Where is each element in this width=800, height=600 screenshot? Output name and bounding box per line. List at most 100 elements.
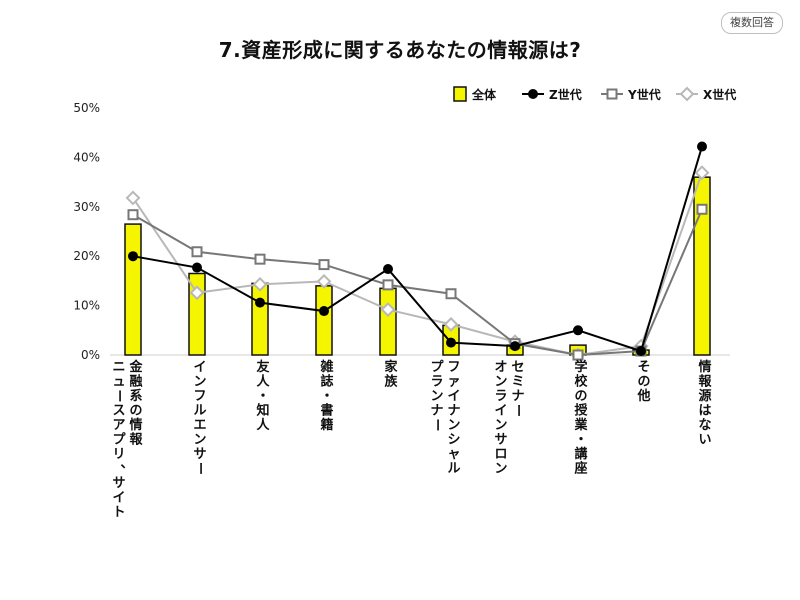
point-Y世代 [254, 253, 266, 265]
x-category-char: は [698, 404, 711, 419]
x-category-char: ナ [511, 389, 524, 404]
x-category-char: い [698, 433, 711, 448]
bar-全体 [315, 285, 333, 356]
x-category-char: 他 [636, 388, 650, 404]
x-category-char: プ [430, 360, 444, 375]
legend-marker [679, 86, 695, 102]
y-tick-label: 20% [73, 249, 100, 263]
x-category-label: 雑誌・書籍 [319, 359, 333, 433]
x-category-char: シ [447, 433, 460, 448]
point-Y世代 [445, 288, 457, 300]
x-category-label: 友人・知人 [256, 359, 270, 433]
x-category-char: フ [447, 360, 460, 375]
line-Z世代 [132, 146, 703, 353]
x-category-char: 情 [698, 359, 711, 375]
x-category-char: 源 [698, 388, 711, 404]
x-category-char: 報 [129, 432, 143, 448]
point-X世代 [694, 165, 710, 181]
x-category-char: イ [494, 404, 507, 419]
point-X世代 [316, 273, 332, 289]
x-category-char: の [129, 404, 142, 419]
point-Z世代 [573, 325, 583, 336]
point-Z世代 [697, 141, 707, 152]
x-category-char: ナ [447, 404, 460, 419]
x-category-char: ル [447, 462, 460, 477]
x-category-char: サ [193, 447, 206, 462]
point-Z世代 [636, 346, 646, 357]
legend-marker [528, 89, 538, 99]
x-category-char: ァ [447, 375, 460, 390]
x-category-char: エ [193, 418, 206, 433]
x-category-char: ナ [430, 404, 443, 419]
point-Z世代 [510, 341, 520, 352]
x-category-char: ・ [574, 433, 587, 448]
legend: 全体 Z世代 Y世代 X世代 [453, 86, 736, 102]
x-category-char: 誌 [320, 374, 333, 390]
x-category-char: ン [193, 375, 206, 390]
x-category-char: ア [112, 418, 125, 433]
point-Y世代 [318, 259, 330, 271]
bar-全体 [379, 287, 397, 356]
legend-item: 全体 [453, 86, 497, 102]
legend-marker [606, 88, 618, 100]
x-category-char: ン [494, 375, 507, 390]
x-category-char: ス [112, 404, 125, 419]
x-category-char: リ [112, 447, 125, 462]
x-category-char: ラ [494, 389, 507, 404]
x-category-char: 人 [256, 374, 270, 390]
x-category-char: 友 [256, 359, 269, 375]
x-category-char: オ [494, 360, 507, 375]
x-category-char: そ [637, 360, 650, 375]
point-Y世代 [572, 349, 584, 361]
legend-item: Z世代 [522, 87, 582, 102]
chart-title: 7.資産形成に関するあなたの情報源は? [218, 38, 582, 62]
x-category-char: の [637, 375, 650, 390]
x-category-char: ー [192, 462, 207, 475]
point-X世代 [443, 316, 459, 332]
point-Z世代 [383, 264, 393, 275]
x-category-char: ン [494, 418, 507, 433]
point-X世代 [189, 285, 205, 301]
x-category-char: イ [193, 360, 206, 375]
x-category-char: 族 [384, 374, 398, 390]
x-category-char: イ [112, 491, 125, 506]
y-tick-label: 40% [73, 150, 100, 164]
x-category-char: ニ [112, 360, 125, 375]
x-category-char: 人 [256, 417, 270, 433]
point-Y世代 [696, 203, 708, 215]
bar-全体 [124, 223, 142, 356]
x-category-char: 座 [573, 461, 587, 477]
x-category-char: 情 [129, 417, 142, 433]
x-category-char: 業 [573, 417, 588, 433]
x-category-char: ャ [447, 447, 460, 462]
x-category-char: 校 [574, 374, 588, 390]
x-category-char: の [574, 389, 587, 404]
x-category-char: ト [112, 505, 125, 520]
legend-label: 全体 [471, 87, 497, 102]
x-category-char: ー [510, 404, 525, 417]
x-category-char: 系 [129, 388, 142, 404]
point-Z世代 [255, 297, 265, 308]
x-category-char: ・ [320, 389, 333, 404]
x-category-char: ン [494, 462, 507, 477]
x-category-char: 学 [574, 359, 587, 375]
x-category-char: ン [447, 418, 460, 433]
point-X世代 [252, 276, 268, 292]
x-category-char: ラ [430, 375, 443, 390]
y-tick-label: 0% [81, 348, 100, 362]
line-X世代 [132, 172, 703, 357]
legend-label: Y世代 [627, 87, 661, 102]
x-category-char: ・ [256, 389, 269, 404]
x-category-char: ル [193, 404, 206, 419]
point-X世代 [125, 190, 141, 206]
legend-item: X世代 [676, 86, 736, 102]
x-category-char: ミ [511, 375, 524, 390]
